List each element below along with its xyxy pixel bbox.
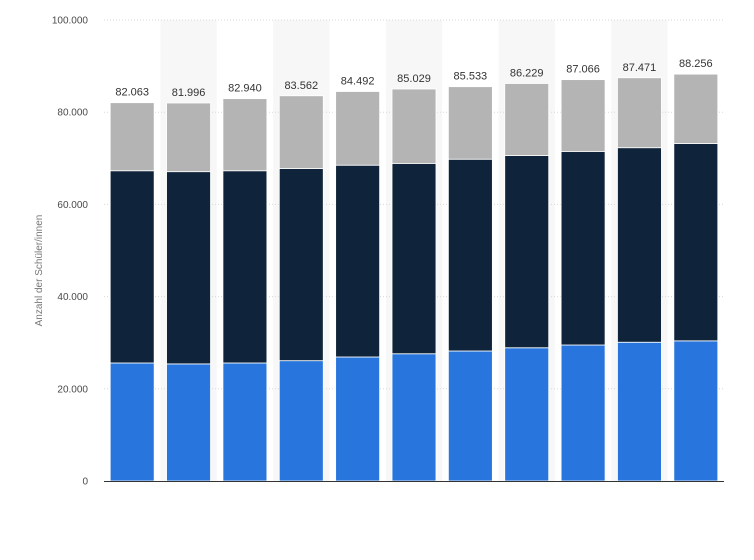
total-value-label: 88.256 (679, 58, 713, 70)
bar-segment (335, 164, 381, 358)
bar-segment (391, 353, 437, 482)
bar-segment (222, 170, 268, 364)
total-value-label: 82.063 (115, 87, 149, 99)
bar-segment (166, 363, 211, 482)
y-tick-label: 80.000 (57, 108, 88, 119)
bar-segment (222, 362, 268, 482)
y-tick-label: 60.000 (57, 200, 88, 211)
y-tick-label: 100.000 (52, 16, 89, 27)
bar-segment (447, 86, 493, 160)
y-tick-label: 40.000 (57, 292, 88, 303)
bar-segment (673, 73, 719, 144)
bar-segment (617, 77, 662, 149)
y-axis-tick-labels: 0 20.000 40.000 60.000 80.000 100.000 (52, 16, 89, 488)
bar-segment (278, 95, 324, 169)
bar-segment (391, 162, 437, 355)
total-value-label: 81.996 (172, 87, 206, 99)
bar-segment (504, 83, 550, 156)
bar-segment (560, 79, 606, 152)
y-tick-label: 0 (82, 477, 88, 488)
bar-segment (447, 158, 493, 352)
bar-segment (166, 102, 211, 173)
bar-segment (222, 98, 268, 172)
bar-segment (447, 350, 493, 482)
bar-segment (560, 150, 606, 346)
total-value-label: 87.471 (623, 62, 657, 74)
total-labels: 82.063 81.996 82.940 83.562 84.492 85.029 85.5… (115, 58, 712, 99)
bar-segment (109, 102, 155, 172)
bar-segment (391, 88, 437, 164)
total-value-label: 86.229 (510, 67, 544, 79)
bar-segment (504, 347, 550, 482)
bar-segment (278, 168, 324, 362)
bar-segment (166, 171, 211, 365)
bar-segment (673, 340, 719, 482)
bar-segment (560, 344, 606, 482)
total-value-label: 87.066 (566, 64, 600, 76)
total-value-label: 85.533 (454, 71, 488, 83)
total-value-label: 82.940 (228, 83, 262, 95)
bar-segment (617, 147, 662, 343)
bar-segment (278, 360, 324, 482)
y-axis-title: Anzahl der Schüler/innen (34, 215, 45, 327)
total-value-label: 84.492 (341, 75, 375, 87)
y-tick-label: 20.000 (57, 384, 88, 395)
bar-segment (617, 341, 662, 482)
bar-segment (109, 170, 155, 364)
bars (109, 73, 719, 482)
total-value-label: 83.562 (284, 80, 318, 92)
total-value-label: 85.029 (397, 73, 431, 85)
bar-segment (109, 362, 155, 482)
bar-segment (335, 91, 381, 166)
bar-segment (504, 155, 550, 349)
bar-segment (673, 143, 719, 342)
bar-segment (335, 356, 381, 482)
